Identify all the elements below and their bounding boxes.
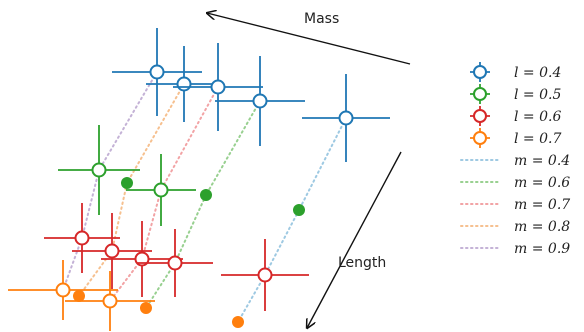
legend-label-0: l = 0.4	[514, 65, 561, 81]
mass-line-09-seg-0	[98, 71, 158, 171]
point-l07-0	[8, 260, 118, 320]
legend-label-7: m = 0.8	[514, 219, 570, 235]
mass-line-04-seg-1	[264, 209, 300, 276]
mass-line-04-seg-2	[237, 274, 266, 323]
point-l04-4	[302, 74, 390, 162]
point-l06-1	[72, 213, 152, 289]
legend-label-1: l = 0.5	[514, 87, 561, 103]
point-l05-3	[200, 189, 212, 201]
point-l06-4	[221, 239, 309, 311]
mass-line-09-seg-1	[81, 169, 100, 239]
point-l06-0	[44, 203, 120, 273]
point-l05-2	[126, 154, 196, 226]
point-l06-3	[137, 229, 213, 297]
point-l07-4	[232, 316, 244, 328]
legend-label-3: l = 0.7	[514, 131, 561, 147]
legend-item-5: m = 0.6	[460, 175, 570, 191]
legend-item-0: l = 0.4	[470, 62, 561, 82]
legend-item-2: l = 0.6	[470, 106, 561, 126]
legend-label-2: l = 0.6	[514, 109, 561, 125]
mass-line-04-seg-0	[298, 117, 347, 211]
point-l05-1	[121, 177, 133, 189]
point-l04-0	[112, 28, 202, 116]
mass-lines	[62, 71, 347, 323]
point-l04-2	[173, 43, 263, 131]
point-l07-1	[73, 290, 85, 302]
point-l05-4	[293, 204, 305, 216]
legend-item-7: m = 0.8	[460, 219, 570, 235]
mass-arrow	[207, 13, 411, 65]
mass-line-07-seg-0	[160, 86, 219, 191]
legend-label-6: m = 0.7	[514, 197, 570, 213]
legend-item-1: l = 0.5	[470, 84, 561, 104]
mass-line-07-seg-1	[141, 189, 162, 260]
mass-line-09-seg-2	[62, 237, 83, 291]
legend-label-4: m = 0.4	[514, 153, 570, 169]
mass-line-06-seg-0	[205, 100, 261, 196]
legend-label-5: m = 0.6	[514, 175, 570, 191]
point-l04-3	[215, 56, 305, 146]
length-arrow	[307, 151, 402, 328]
mass-annotation: Mass	[304, 11, 339, 27]
legend-label-8: m = 0.9	[514, 241, 570, 257]
point-l07-3	[140, 302, 152, 314]
mass-line-06-seg-1	[174, 194, 207, 264]
data-points	[8, 28, 390, 331]
legend-item-8: m = 0.9	[460, 241, 570, 257]
legend-item-4: m = 0.4	[460, 153, 570, 169]
point-l05-0	[58, 125, 140, 215]
point-l07-2	[65, 271, 155, 331]
mass-line-08-seg-0	[126, 83, 185, 184]
legend-item-6: m = 0.7	[460, 197, 570, 213]
mass-line-08-seg-1	[111, 182, 128, 252]
length-annotation: Length	[338, 255, 386, 271]
mass-line-07-seg-2	[109, 258, 143, 302]
legend-item-3: l = 0.7	[470, 128, 561, 148]
legend: l = 0.4 l = 0.5 l = 0.6 l = 0.7 m = 0.4 m = 0…	[460, 62, 570, 257]
